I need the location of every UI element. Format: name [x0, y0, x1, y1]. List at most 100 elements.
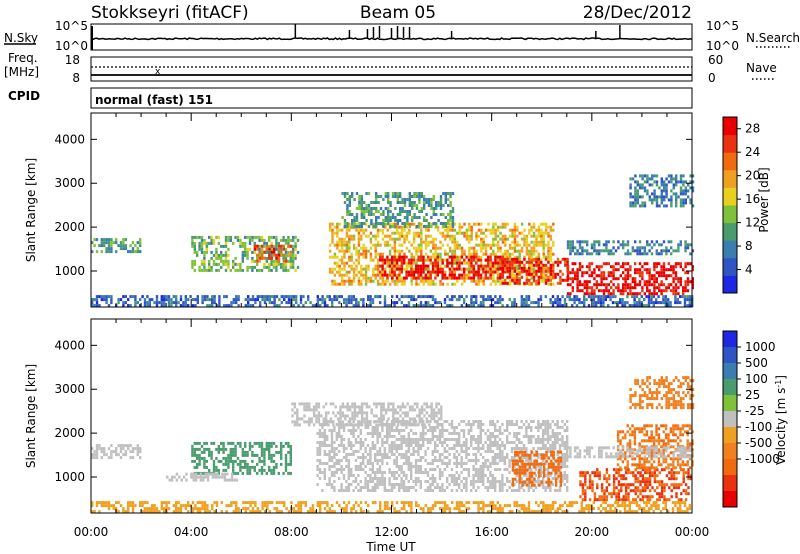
- echo-cell: [212, 465, 216, 469]
- echo-cell: [396, 231, 399, 235]
- echo-cell: [419, 264, 423, 268]
- echo-cell: [407, 304, 411, 308]
- echo-cell: [398, 255, 401, 259]
- echo-cell: [455, 261, 459, 265]
- echo-cell: [675, 195, 678, 199]
- echo-cell: [284, 256, 288, 260]
- echo-cell: [650, 277, 654, 281]
- echo-cell: [347, 453, 350, 456]
- echo-cell: [491, 450, 494, 453]
- echo-cell: [350, 279, 353, 283]
- echo-cell: [258, 256, 261, 260]
- echo-cell: [544, 281, 548, 285]
- echo-cell: [429, 438, 432, 441]
- echo-cell: [444, 216, 447, 219]
- echo-cell: [387, 222, 390, 225]
- echo-cell: [626, 240, 630, 244]
- echo-cell: [590, 292, 594, 296]
- echo-cell: [525, 252, 529, 256]
- echo-cell: [547, 275, 550, 279]
- echo-cell: [638, 301, 641, 305]
- echo-cell: [381, 264, 384, 268]
- echo-cell: [248, 447, 252, 451]
- echo-cell: [424, 279, 428, 283]
- echo-cell: [474, 456, 478, 459]
- echo-cell: [153, 301, 156, 305]
- echo-cell: [198, 241, 201, 245]
- echo-cell: [348, 204, 351, 207]
- echo-cell: [547, 266, 550, 270]
- echo-cell: [280, 462, 283, 466]
- echo-cell: [434, 255, 437, 259]
- echo-cell: [624, 252, 627, 256]
- echo-cell: [198, 268, 201, 272]
- echo-cell: [535, 257, 538, 261]
- echo-cell: [626, 268, 630, 272]
- echo-cell: [237, 295, 240, 299]
- echo-cell: [420, 243, 423, 247]
- echo-cell: [444, 258, 447, 262]
- echo-cell: [453, 246, 457, 250]
- echo-cell: [371, 480, 374, 483]
- echo-cell: [663, 198, 666, 202]
- echo-cell: [208, 235, 211, 239]
- echo-cell: [93, 450, 96, 454]
- echo-cell: [241, 244, 244, 248]
- echo-cell: [593, 271, 596, 275]
- echo-cell: [489, 441, 492, 444]
- echo-cell: [342, 429, 346, 432]
- echo-cell: [520, 298, 523, 302]
- echo-cell: [641, 286, 644, 290]
- echo-cell: [127, 298, 130, 302]
- echo-cell: [600, 274, 603, 278]
- echo-cell: [631, 177, 635, 181]
- echo-cell: [682, 174, 685, 178]
- echo-cell: [323, 438, 326, 441]
- echo-cell: [390, 474, 394, 477]
- echo-cell: [437, 219, 440, 222]
- echo-cell: [405, 237, 409, 241]
- echo-cell: [216, 475, 219, 479]
- echo-cell: [653, 195, 656, 199]
- echo-cell: [518, 255, 521, 259]
- echo-cell: [222, 462, 225, 466]
- echo-cell: [432, 282, 435, 286]
- echo-cell: [547, 234, 550, 238]
- echo-cell: [127, 250, 130, 254]
- echo-cell: [458, 462, 461, 465]
- echo-cell: [462, 486, 466, 489]
- echo-cell: [530, 426, 533, 429]
- echo-cell: [105, 241, 108, 245]
- echo-cell: [436, 270, 439, 274]
- echo-cell: [501, 453, 504, 456]
- echo-cell: [626, 283, 630, 287]
- echo-cell: [117, 244, 120, 248]
- echo-cell: [405, 489, 408, 492]
- echo-cell: [522, 483, 526, 486]
- echo-cell: [239, 244, 242, 248]
- echo-cell: [265, 259, 268, 263]
- echo-cell: [544, 257, 548, 261]
- echo-cell: [559, 281, 562, 285]
- echo-cell: [95, 304, 99, 308]
- echo-cell: [431, 477, 434, 480]
- echo-cell: [328, 429, 331, 432]
- echo-cell: [597, 298, 600, 302]
- echo-cell: [155, 304, 159, 308]
- echo-cell: [403, 279, 406, 283]
- echo-cell: [540, 260, 543, 264]
- echo-cell: [107, 238, 111, 242]
- echo-cell: [455, 480, 458, 483]
- echo-cell: [376, 462, 379, 465]
- echo-cell: [610, 274, 613, 278]
- echo-cell: [576, 249, 579, 253]
- echo-cell: [587, 295, 591, 299]
- echo-cell: [422, 435, 425, 438]
- echo-cell: [547, 252, 550, 256]
- echo-cell: [629, 268, 632, 272]
- echo-cell: [443, 468, 446, 471]
- echo-cell: [484, 228, 488, 232]
- echo-cell: [494, 423, 497, 426]
- echo-cell: [581, 265, 584, 269]
- echo-cell: [439, 246, 442, 250]
